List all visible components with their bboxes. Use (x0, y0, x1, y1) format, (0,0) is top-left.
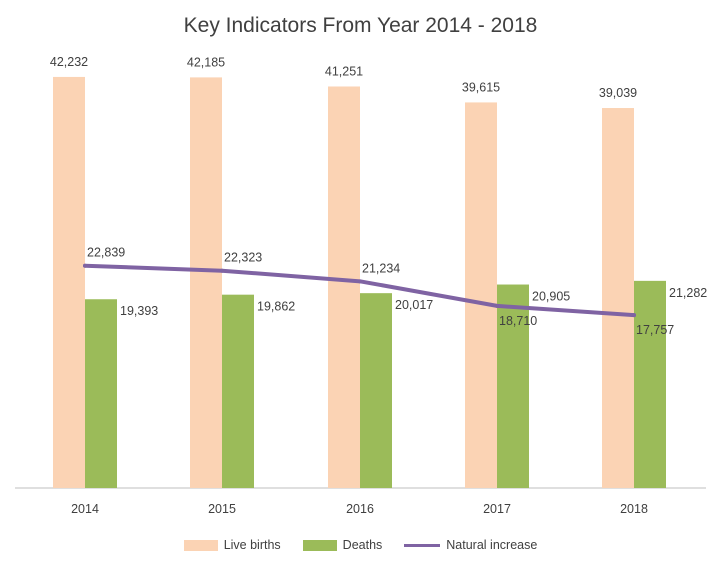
data-label-natural-increase-2018: 17,757 (636, 323, 674, 337)
legend-item-deaths: Deaths (302, 538, 383, 552)
data-label-deaths-2015: 19,862 (257, 300, 295, 314)
data-label-live-births-2015: 42,185 (187, 55, 225, 69)
legend-label-live-births: Live births (223, 538, 281, 552)
bar-live-births-2014 (53, 76, 85, 488)
legend-swatch-live-births (183, 539, 218, 551)
data-label-live-births-2018: 39,039 (599, 86, 637, 100)
legend-swatch-natural-increase (404, 543, 441, 547)
bar-deaths-2015 (222, 294, 254, 488)
x-tick-label-2016: 2016 (346, 502, 374, 516)
x-tick-label-2017: 2017 (483, 502, 511, 516)
data-label-natural-increase-2016: 21,234 (362, 261, 400, 275)
point-natural-increase-2015 (220, 268, 224, 273)
data-label-live-births-2017: 39,615 (462, 80, 500, 94)
point-natural-increase-2018 (632, 313, 636, 318)
bar-deaths-2016 (360, 293, 392, 488)
data-label-natural-increase-2017: 18,710 (499, 314, 537, 328)
bar-live-births-2016 (328, 86, 360, 488)
data-label-live-births-2014: 42,232 (50, 55, 88, 69)
bar-live-births-2015 (190, 77, 222, 489)
data-label-deaths-2018: 21,282 (669, 286, 707, 300)
point-natural-increase-2014 (83, 263, 87, 268)
point-natural-increase-2017 (495, 303, 499, 308)
data-label-live-births-2016: 41,251 (325, 64, 363, 78)
bar-live-births-2017 (465, 102, 497, 488)
legend-label-natural-increase: Natural increase (446, 538, 538, 552)
bar-deaths-2014 (85, 299, 117, 488)
legend-item-live-births: Live births (183, 538, 281, 552)
chart-title: Key Indicators From Year 2014 - 2018 (183, 14, 538, 37)
legend-swatch-deaths (302, 539, 337, 551)
legend-item-natural-increase: Natural increase (404, 538, 537, 552)
data-label-deaths-2016: 20,017 (395, 298, 433, 312)
x-tick-label-2018: 2018 (620, 502, 648, 516)
bar-live-births-2018 (602, 108, 634, 489)
data-label-natural-increase-2014: 22,839 (87, 246, 125, 260)
chart-legend: Live births Deaths Natural increase (0, 538, 721, 552)
data-label-deaths-2014: 19,393 (120, 304, 158, 318)
x-tick-label-2014: 2014 (71, 502, 99, 516)
bar-deaths-2017 (497, 284, 529, 488)
x-tick-label-2015: 2015 (208, 502, 236, 516)
legend-label-deaths: Deaths (342, 538, 383, 552)
point-natural-increase-2016 (358, 279, 362, 284)
data-label-deaths-2017: 20,905 (532, 290, 570, 304)
bar-deaths-2018 (634, 280, 666, 488)
data-label-natural-increase-2015: 22,323 (224, 251, 262, 265)
